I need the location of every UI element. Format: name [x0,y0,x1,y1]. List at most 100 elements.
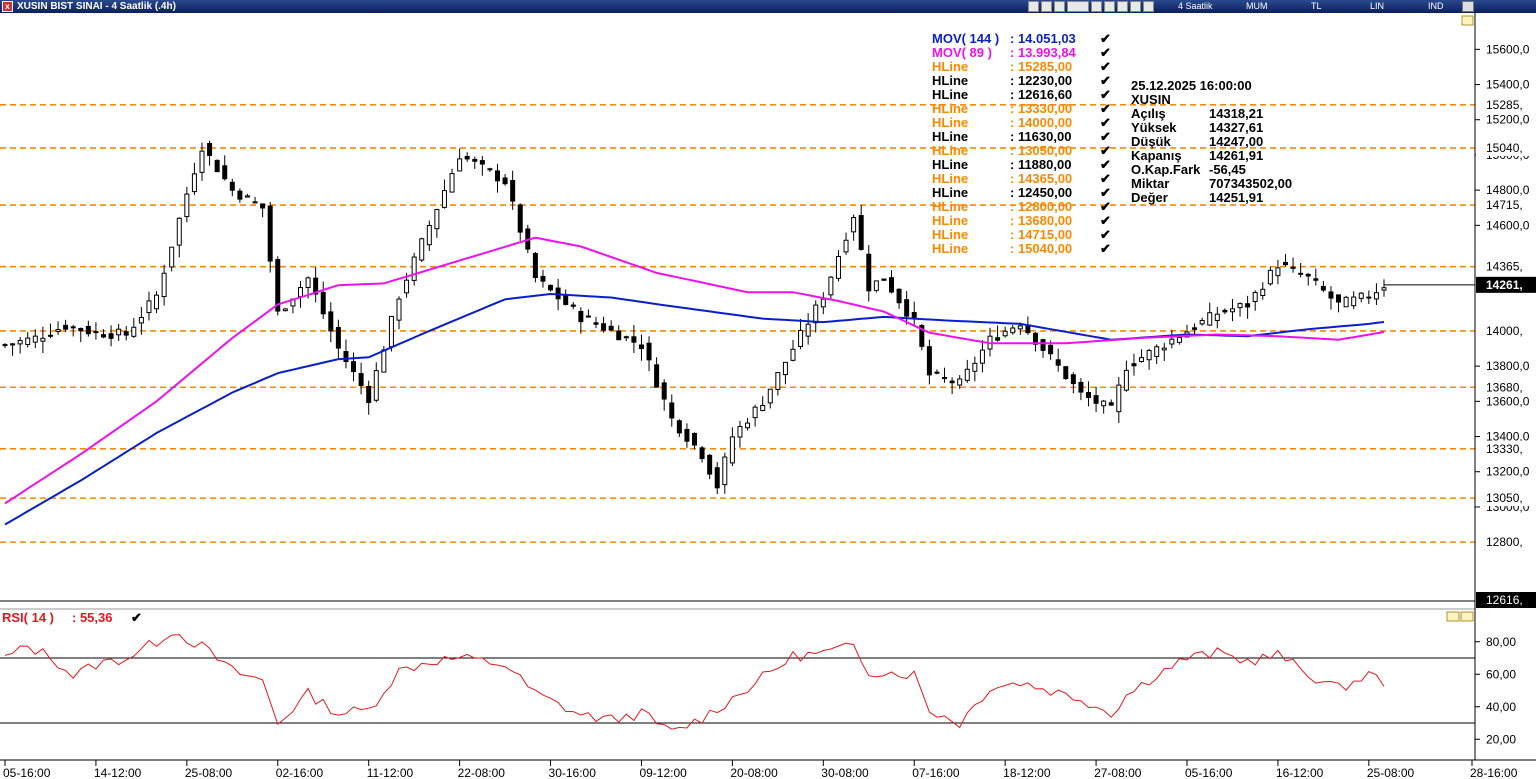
candle-body-up [17,340,23,345]
candle-body-down [1063,366,1069,379]
save-tool-icon[interactable] [1104,1,1115,12]
rsi-check-icon[interactable]: ✔ [131,610,142,625]
window-close-icon[interactable]: x [2,1,13,12]
candle-body-down [1320,285,1326,291]
mov89-check-icon[interactable]: ✔ [1100,45,1111,60]
candle [1169,329,1175,349]
candle [828,276,834,301]
candle-body-down [1093,395,1099,404]
candle-body-down [646,342,652,361]
hline-check-icon[interactable]: ✔ [1100,171,1111,186]
maximize-icon[interactable] [1462,1,1474,12]
candle [108,325,114,347]
arrow-left-icon[interactable] [1130,1,1141,12]
candle [1358,292,1364,303]
candle-body-down [267,205,273,262]
candle-body-down [502,177,508,185]
candle-body-up [1237,303,1243,309]
candle-body-up [1017,325,1023,330]
candle [532,251,538,283]
candle-body-up [25,337,31,345]
candle-body-down [1078,381,1084,393]
candle-body-down [661,382,667,400]
arrow-right-icon[interactable] [1143,1,1154,12]
candle-body-down [464,155,470,160]
candle [995,325,1001,342]
candle-body-up [1260,288,1266,297]
candle [464,152,470,162]
indicator-legend: MOV( 144 ) : 14.051,03 MOV( 89 ) : 13.99… [932,31,1111,256]
hline-tag-bg [1476,534,1536,551]
candle-body-up [457,158,463,172]
hline-legend-value: : 14365,00 [1010,171,1072,186]
pen-tool-icon[interactable] [1117,1,1128,12]
hline-check-icon[interactable]: ✔ [1100,213,1111,228]
hline-check-icon[interactable]: ✔ [1100,59,1111,74]
hline-check-icon[interactable]: ✔ [1100,101,1111,116]
candle-body-up [176,217,182,246]
candle-body-up [441,190,447,208]
candle-body-up [957,378,963,386]
candle [1214,307,1220,329]
candle [957,375,963,389]
mode-ind[interactable]: IND [1428,1,1444,11]
candle-body-down [919,325,925,347]
period-selector[interactable]: 4 Saatlik [1178,1,1213,11]
candle [1336,294,1342,313]
candle [169,246,175,272]
rsi-panel-close-button[interactable] [1460,611,1474,622]
candle-body-down [472,158,478,162]
candle [161,264,167,306]
hline-check-icon[interactable]: ✔ [1100,241,1111,256]
rsi-tick-label: 80,00 [1486,635,1516,649]
info-value: 14318,21 [1209,106,1263,121]
info-symbol: XUSIN [1131,92,1171,107]
candle [601,316,607,333]
candle [540,269,546,288]
candle-body-up [373,370,379,401]
hline-check-icon[interactable]: ✔ [1100,143,1111,158]
candle [1108,399,1114,406]
main-panel-button[interactable] [1461,15,1474,26]
candle [1237,302,1243,317]
candle [426,220,432,251]
cursor-tool-icon[interactable] [1028,1,1039,12]
candle [942,367,948,383]
candle-body-down [570,304,576,307]
hline-check-icon[interactable]: ✔ [1100,87,1111,102]
rsi-panel-expand-button[interactable] [1446,611,1460,622]
zoom-tool-icon[interactable] [1041,1,1052,12]
hline-check-icon[interactable]: ✔ [1100,199,1111,214]
hline-check-icon[interactable]: ✔ [1100,73,1111,88]
mode-lin[interactable]: LIN [1370,1,1385,11]
candle [782,361,788,385]
hline-check-icon[interactable]: ✔ [1100,227,1111,242]
candle [1381,279,1387,297]
candle [1139,349,1145,363]
candle [1260,282,1266,300]
candle-body-down [1366,296,1372,299]
candle-body-down [669,402,675,419]
candle [260,203,266,218]
mov144-check-icon[interactable]: ✔ [1100,31,1111,46]
hline-check-icon[interactable]: ✔ [1100,157,1111,172]
mode-mum[interactable]: MUM [1246,1,1268,11]
candle-body-down [70,326,76,329]
candle-body-up [1139,357,1145,362]
candle [790,339,796,362]
candle [502,174,508,186]
bottom-tag-bg [1476,592,1536,608]
hline-check-icon[interactable]: ✔ [1100,115,1111,130]
candle [214,159,220,173]
candle [972,356,978,382]
rsi-tick-label: 60,00 [1486,667,1516,681]
candle-body-down [320,291,326,315]
draw-tool-icon[interactable] [1054,1,1065,12]
candle-body-up [1116,384,1122,413]
hline-check-icon[interactable]: ✔ [1100,129,1111,144]
template-tool-icon[interactable] [1067,1,1089,12]
hline-check-icon[interactable]: ✔ [1100,185,1111,200]
rsi-tick-label: 20,00 [1486,732,1516,746]
mode-tl[interactable]: TL [1311,1,1322,11]
grid-tool-icon[interactable] [1091,1,1102,12]
